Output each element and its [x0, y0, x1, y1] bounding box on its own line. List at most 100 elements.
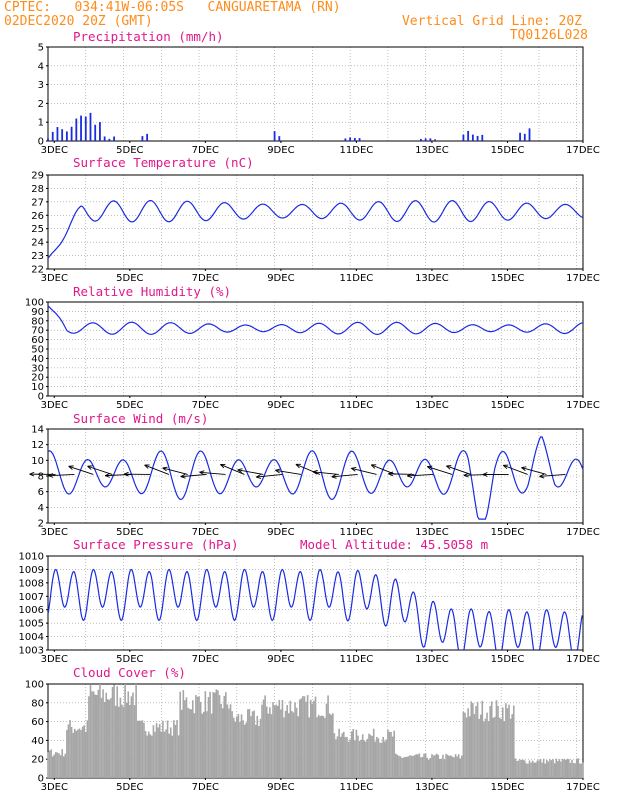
- y-tick-label: 50: [31, 345, 44, 356]
- precip-bar: [481, 134, 484, 141]
- humidity-line: [47, 305, 584, 336]
- cloud-bar: [503, 721, 506, 778]
- precip-panel: 0 1 2 3 4 5 3DEC 5DEC 7DEC 9DEC 11DEC 13DEC 15DEC 17D…: [38, 29, 600, 156]
- cloud-bar: [135, 684, 137, 778]
- cloud-bar: [250, 716, 252, 778]
- cloud-bar: [483, 721, 485, 778]
- cloud-bar: [66, 729, 68, 778]
- cloud-bar: [202, 711, 205, 778]
- cloud-bar: [525, 763, 528, 778]
- cloud-bar: [506, 708, 509, 778]
- rh-title: Relative Humidity (%): [73, 284, 231, 299]
- x-tick-label: 3DEC: [41, 527, 68, 538]
- cloud-bar: [80, 730, 82, 778]
- cloud-bar: [446, 754, 449, 778]
- y-tick-label: 24: [31, 238, 44, 249]
- cloud-bar: [196, 696, 199, 778]
- cloud-bar: [492, 717, 495, 778]
- wind-arrow-head: [87, 465, 93, 470]
- cloud-bar: [399, 756, 402, 778]
- cloud-bar: [239, 722, 241, 778]
- x-tick-label: 9DEC: [267, 527, 294, 538]
- cloud-bar: [270, 714, 273, 778]
- cloud-bar: [292, 712, 295, 778]
- y-tick-label: 25: [31, 224, 44, 235]
- cloud-bar: [129, 704, 131, 778]
- precip-bar: [113, 136, 115, 141]
- y-tick-label: 23: [31, 251, 44, 262]
- y-tick-label: 6: [38, 487, 44, 498]
- cloud-bar: [427, 759, 430, 778]
- cloud-bar: [125, 702, 128, 778]
- cloud-bar: [83, 725, 85, 778]
- cloud-bar: [341, 733, 344, 778]
- cloud-bar: [305, 701, 307, 778]
- x-tick-label: 7DEC: [192, 145, 219, 156]
- wind-panel: 2 4 6 8 10 12 14 3DEC 5DEC 7DEC 9DEC 11DEC 13DEC 15DE…: [29, 411, 600, 538]
- cloud-bar: [165, 729, 167, 778]
- wind-arrow: [539, 473, 566, 477]
- precip-bar: [56, 127, 59, 141]
- cloud-bar: [542, 758, 545, 778]
- y-tick-label: 12: [31, 440, 44, 451]
- precip-bar: [141, 136, 144, 141]
- cloud-bar: [297, 716, 299, 778]
- cloud-bar: [195, 695, 197, 778]
- wind-arrow: [331, 473, 358, 478]
- cloud-bar: [462, 711, 465, 778]
- x-tick-label: 17DEC: [566, 273, 600, 284]
- wind-arrow-head: [351, 467, 357, 472]
- cloud-bar: [566, 758, 569, 778]
- cloud-panel: 0 20 40 60 80 100 3DEC 5DEC 7DEC 9DEC 11DEC 13DEC 15…: [25, 665, 600, 793]
- cloud-bar: [410, 755, 413, 778]
- y-tick-label: 10: [31, 382, 44, 393]
- cloud-bar: [509, 718, 512, 778]
- cloud-bar: [56, 752, 59, 778]
- cloud-bar: [423, 753, 425, 778]
- cloud-bar: [289, 700, 292, 778]
- wind-arrow: [312, 471, 339, 475]
- cloud-bar: [281, 700, 284, 778]
- cloud-bar: [461, 755, 463, 778]
- cloud-bar: [390, 731, 392, 778]
- precip-title: Precipitation (mm/h): [73, 29, 224, 44]
- cloud-bar: [138, 720, 141, 778]
- cloud-bar: [300, 698, 303, 778]
- cloud-bar: [366, 738, 369, 778]
- wind-arrow-head: [463, 472, 469, 478]
- cloud-bar: [171, 735, 174, 778]
- precip-bar: [358, 138, 361, 141]
- cloud-bar: [122, 706, 125, 778]
- cloud-bar: [313, 700, 315, 778]
- cloud-bar: [538, 760, 540, 778]
- x-tick-label: 5DEC: [116, 782, 143, 793]
- precip-bar: [278, 136, 281, 141]
- cloud-bar: [450, 755, 452, 778]
- y-tick-label: 1004: [19, 632, 44, 643]
- precip-bar: [344, 138, 347, 141]
- cloud-bar: [467, 708, 469, 778]
- cloud-bar: [118, 706, 120, 778]
- cloud-bar: [287, 713, 290, 778]
- cloud-bar: [151, 735, 153, 778]
- cloud-bar: [226, 704, 229, 778]
- wind-arrow: [407, 473, 434, 477]
- y-tick-label: 2: [38, 99, 44, 110]
- cloud-bar: [149, 734, 152, 778]
- wind-arrow: [256, 473, 283, 478]
- y-tick-label: 70: [31, 326, 44, 337]
- cloud-bar: [339, 736, 342, 778]
- cloud-bar: [116, 686, 119, 778]
- cloud-bar: [431, 754, 433, 778]
- cloud-bar: [160, 731, 163, 778]
- cloud-bar: [580, 763, 583, 778]
- x-tick-label: 5DEC: [116, 145, 143, 156]
- cloud-bar: [253, 710, 255, 778]
- cloud-bar: [193, 713, 196, 778]
- y-tick-label: 14: [31, 425, 44, 436]
- temperature-line: [47, 199, 584, 259]
- cloud-bar: [215, 689, 218, 778]
- cloud-bar: [140, 720, 142, 778]
- y-tick-label: 100: [25, 298, 44, 309]
